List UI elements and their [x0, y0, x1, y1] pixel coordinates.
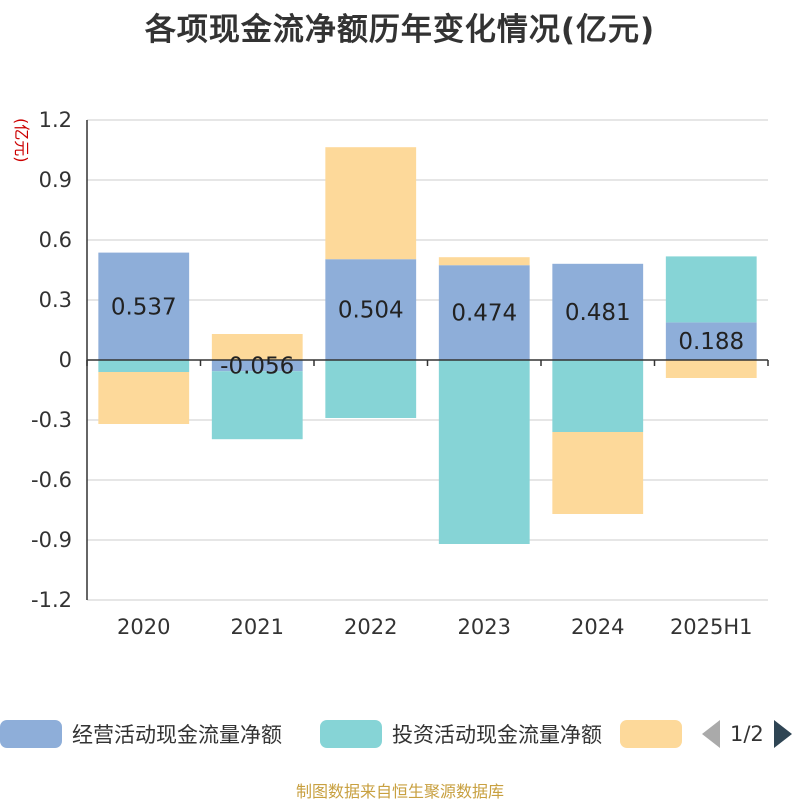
- legend-pager: 1/2: [702, 716, 792, 752]
- y-tick-label: 0.6: [39, 228, 72, 252]
- y-tick-label: -0.6: [31, 468, 72, 492]
- bar-2-2024: [552, 360, 644, 432]
- legend-item-investing[interactable]: 投资活动现金流量净额: [320, 716, 602, 752]
- x-tick-label: 2024: [571, 615, 624, 639]
- y-axis-label: (亿元): [12, 118, 31, 163]
- bar-1-2025H1: [665, 322, 757, 360]
- x-tick-label: 2020: [117, 615, 170, 639]
- x-tick-label: 2021: [231, 615, 284, 639]
- triangle-left-icon[interactable]: [702, 720, 720, 748]
- legend-item-financing[interactable]: [620, 716, 682, 752]
- bar-3-2023: [438, 257, 530, 266]
- legend-swatch-financing: [620, 720, 682, 748]
- y-tick-label: 0.9: [39, 168, 72, 192]
- bar-2-2020: [98, 360, 190, 372]
- bar-1-2024: [552, 263, 644, 360]
- legend: 经营活动现金流量净额 投资活动现金流量净额 1/2: [0, 716, 800, 752]
- y-tick-label: 0.3: [39, 288, 72, 312]
- bar-2-2023: [438, 360, 530, 544]
- bar-1-2020: [98, 252, 190, 360]
- legend-label-investing: 投资活动现金流量净额: [392, 723, 602, 747]
- x-tick-label: 2022: [344, 615, 397, 639]
- y-tick-label: -0.3: [31, 408, 72, 432]
- chart-title: 各项现金流净额历年变化情况(亿元): [144, 12, 656, 48]
- y-tick-label: -0.9: [31, 528, 72, 552]
- y-tick-label: -1.2: [31, 588, 72, 612]
- data-label: -0.056: [220, 354, 294, 380]
- data-label: 0.481: [565, 300, 631, 326]
- bar-3-2025H1: [665, 360, 757, 378]
- bar-3-2020: [98, 372, 190, 424]
- bar-1-2022: [325, 259, 417, 360]
- legend-swatch-operating: [0, 720, 62, 748]
- legend-item-operating[interactable]: 经营活动现金流量净额: [0, 716, 282, 752]
- source-note: 制图数据来自恒生聚源数据库: [295, 782, 504, 801]
- bar-3-2022: [325, 147, 417, 260]
- bar-2-2022: [325, 360, 417, 418]
- x-tick-label: 2023: [458, 615, 511, 639]
- data-label: 0.504: [338, 298, 404, 324]
- y-tick-label: 0: [59, 348, 72, 372]
- bar-3-2024: [552, 432, 644, 514]
- data-label: 0.474: [451, 301, 517, 327]
- bar-2-2025H1: [665, 256, 757, 323]
- bar-1-2021: [211, 360, 303, 372]
- bar-1-2023: [438, 265, 530, 360]
- x-tick-label: 2025H1: [670, 615, 753, 639]
- y-tick-label: 1.2: [39, 108, 72, 132]
- triangle-right-icon[interactable]: [773, 720, 792, 748]
- data-label: 0.537: [111, 294, 177, 320]
- bar-2-2021: [211, 371, 303, 440]
- legend-label-operating: 经营活动现金流量净额: [72, 723, 282, 747]
- legend-swatch-investing: [320, 720, 382, 748]
- data-label: 0.188: [678, 329, 744, 355]
- legend-page-indicator: 1/2: [730, 722, 764, 746]
- bar-3-2021: [211, 334, 303, 360]
